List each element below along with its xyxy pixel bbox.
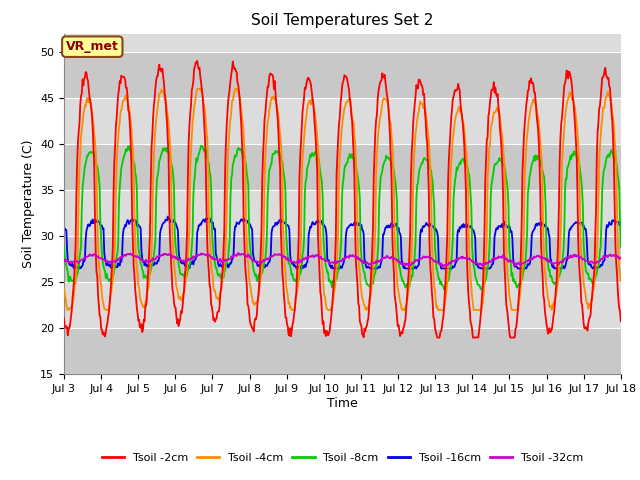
Y-axis label: Soil Temperature (C): Soil Temperature (C) — [22, 140, 35, 268]
X-axis label: Time: Time — [327, 397, 358, 410]
Bar — [64, 328, 621, 374]
Bar — [64, 190, 621, 236]
Bar — [64, 236, 621, 282]
Bar — [64, 144, 621, 190]
Text: VR_met: VR_met — [66, 40, 119, 53]
Legend: Tsoil -2cm, Tsoil -4cm, Tsoil -8cm, Tsoil -16cm, Tsoil -32cm: Tsoil -2cm, Tsoil -4cm, Tsoil -8cm, Tsoi… — [97, 448, 588, 467]
Bar — [64, 98, 621, 144]
Bar — [64, 52, 621, 98]
Bar — [64, 282, 621, 328]
Title: Soil Temperatures Set 2: Soil Temperatures Set 2 — [252, 13, 433, 28]
